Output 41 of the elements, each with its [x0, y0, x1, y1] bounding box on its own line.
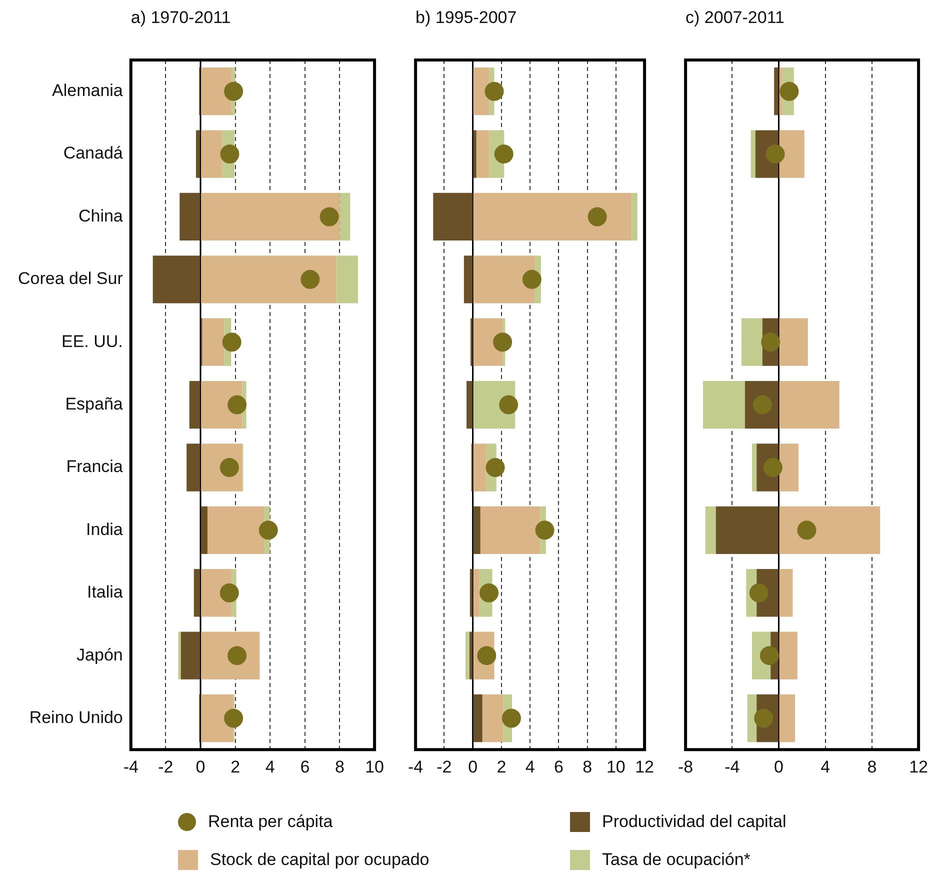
y-tick-label: China [78, 206, 124, 226]
legend-label: Renta per cápita [208, 812, 333, 832]
y-tick-label: Alemania [52, 81, 124, 100]
x-tick-label: 4 [265, 757, 275, 776]
x-tick-label: -2 [436, 757, 452, 776]
x-tick-label: 6 [554, 757, 564, 776]
y-tick-label: Japón [76, 645, 123, 664]
x-tick-label: 10 [606, 757, 626, 776]
x-tick-label: 4 [525, 757, 535, 776]
legend-label: Productividad del capital [602, 812, 786, 832]
x-tick-label: -4 [724, 757, 740, 776]
x-tick-label: 12 [635, 757, 654, 776]
legend-label: Tasa de ocupación* [602, 850, 750, 870]
x-tick-label: 8 [335, 757, 344, 776]
y-tick-label: Reino Unido [29, 708, 123, 727]
chart-title: a) 1970-2011 [130, 8, 231, 28]
x-tick-label: -4 [123, 757, 138, 776]
y-tick-label: Corea del Sur [18, 269, 124, 288]
x-tick-label: -2 [158, 757, 174, 776]
x-tick-label: 2 [230, 757, 240, 776]
x-tick-label: -8 [678, 757, 694, 776]
y-tick-label: Italia [86, 582, 124, 602]
y-tick-label: Canadá [63, 144, 124, 163]
x-tick-label: 2 [496, 757, 506, 776]
x-tick-label: 0 [196, 757, 206, 776]
x-tick-label: 8 [867, 757, 877, 776]
legend-label: Stock de capital por ocupado [210, 850, 430, 870]
x-tick-label: 0 [774, 757, 784, 776]
x-tick-label: 12 [909, 757, 928, 776]
chart-title: c) 2007-2011 [686, 8, 784, 28]
y-tick-label: Francia [66, 457, 124, 476]
x-tick-label: 0 [468, 757, 478, 776]
x-tick-label: 10 [365, 757, 384, 776]
x-tick-label: 6 [300, 757, 310, 776]
chart-title: b) 1995-2007 [416, 8, 517, 28]
x-tick-label: -4 [408, 757, 424, 776]
x-tick-label: 4 [820, 757, 830, 776]
x-tick-label: 8 [582, 757, 592, 776]
y-tick-label: España [65, 394, 124, 414]
y-tick-label: EE. UU. [61, 332, 123, 351]
y-tick-label: India [86, 520, 124, 539]
